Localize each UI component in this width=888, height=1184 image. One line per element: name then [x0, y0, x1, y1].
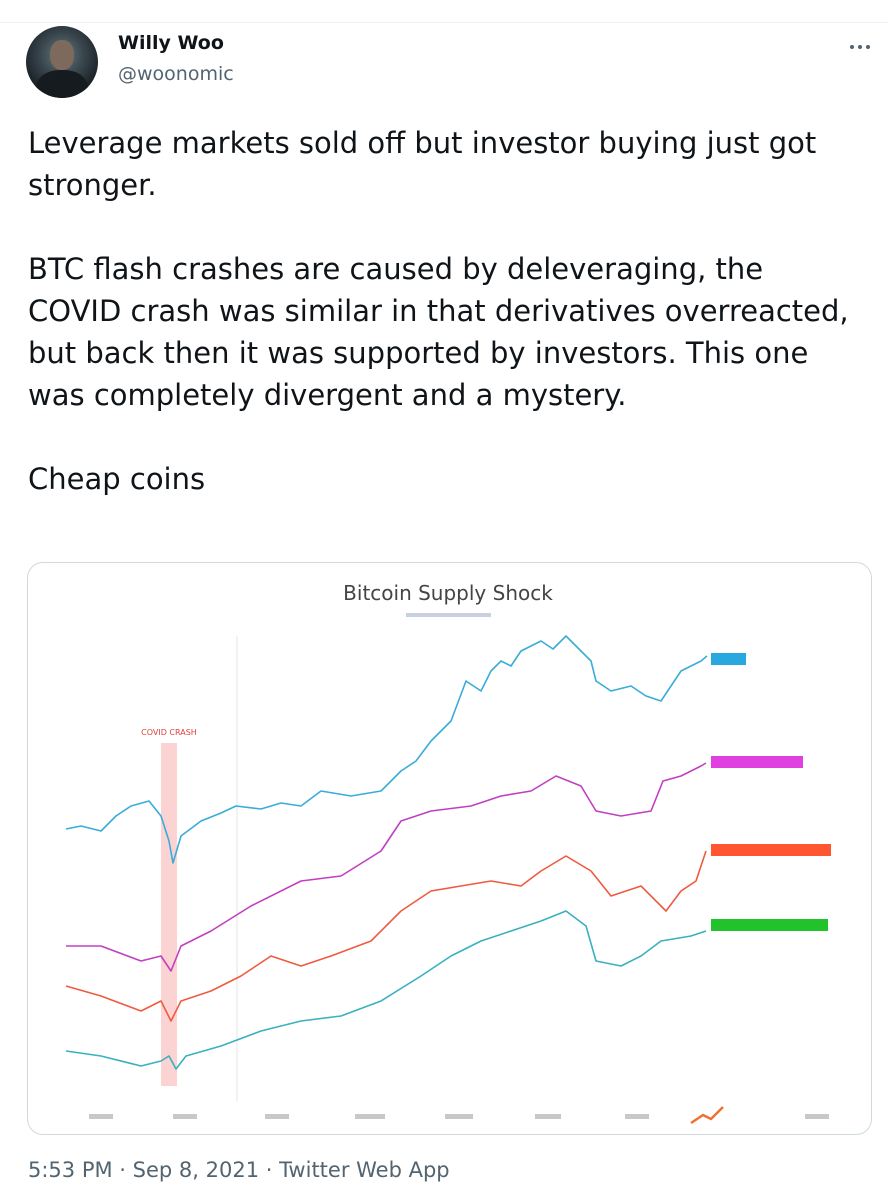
subtitle-blur — [406, 613, 491, 617]
dot — [850, 45, 854, 49]
legend-tag — [711, 919, 828, 931]
paragraph: BTC flash crashes are caused by delevera… — [28, 252, 849, 412]
dot — [866, 45, 870, 49]
flows-line — [66, 762, 707, 972]
divider — [0, 0, 888, 23]
avatar-shape — [50, 40, 74, 70]
avatar-shape — [36, 70, 88, 98]
highlight-band — [161, 743, 177, 1086]
investors-line — [65, 910, 707, 1070]
author-handle[interactable]: @woonomic — [118, 63, 234, 85]
dot — [858, 45, 862, 49]
axis-label-blur — [89, 1114, 829, 1119]
avatar[interactable] — [26, 26, 98, 98]
legend-tag — [711, 844, 831, 856]
paragraph: Cheap coins — [28, 462, 206, 496]
legend-tag — [711, 653, 746, 665]
paragraph: Leverage markets sold off but investor b… — [28, 126, 817, 202]
image-title: Bitcoin Supply Shock — [343, 581, 553, 605]
tweet-image[interactable]: Bitcoin Supply Shock COVID CRASH — [27, 562, 872, 1135]
watermark — [690, 1106, 724, 1125]
more-menu[interactable] — [848, 42, 872, 52]
annotation: COVID CRASH — [141, 728, 197, 737]
tweet-text: Leverage markets sold off but investor b… — [28, 122, 863, 542]
price-line — [65, 635, 708, 864]
supply-line — [65, 850, 707, 1022]
chart-image: Bitcoin Supply Shock COVID CRASH — [65, 581, 831, 1125]
timestamp[interactable]: 5:53 PM · Sep 8, 2021 · Twitter Web App — [28, 1158, 450, 1182]
legend-tag — [711, 756, 803, 768]
author-name[interactable]: Willy Woo — [118, 32, 224, 54]
